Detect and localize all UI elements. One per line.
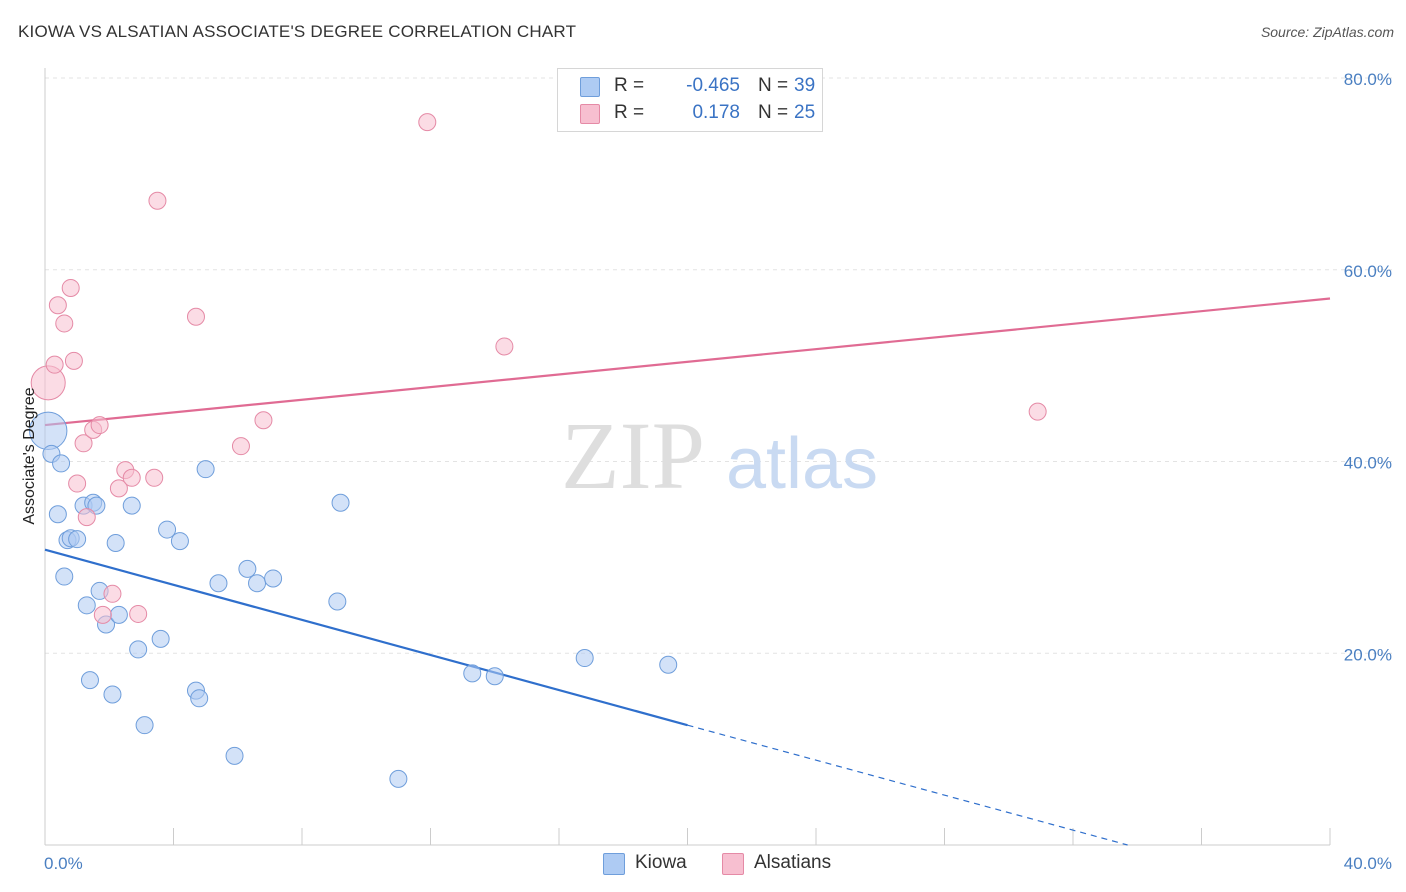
legend-n-value: 39: [794, 75, 816, 96]
legend-r-label: R =: [614, 75, 645, 96]
data-point-kiowa: [389, 769, 408, 788]
bottom-legend-label-kiowa: Kiowa: [635, 852, 687, 873]
y-axis-label: Associate's Degree: [21, 387, 38, 524]
trend-line-alsatians: [44, 297, 1331, 427]
watermark-atlas: atlas: [726, 424, 878, 504]
x-tick-label-min: 0.0%: [44, 854, 83, 873]
data-point-kiowa: [331, 493, 350, 512]
data-point-alsatians: [254, 411, 273, 430]
legend-n-value: 25: [794, 102, 816, 123]
watermark-zip: ZIP: [561, 402, 705, 509]
data-point-kiowa: [659, 655, 678, 674]
legend-r-value: 0.178: [692, 102, 740, 123]
tick-labels: 20.0% 40.0% 60.0% 80.0% 0.0% 40.0%: [44, 70, 1392, 873]
data-points: [29, 113, 1047, 788]
y-tick-label: 80.0%: [1344, 70, 1392, 89]
data-point-alsatians: [64, 351, 83, 370]
data-point-kiowa: [158, 520, 177, 539]
data-point-kiowa: [170, 532, 189, 551]
data-point-alsatians: [48, 296, 67, 315]
bottom-legend-label-alsatians: Alsatians: [754, 852, 832, 873]
bottom-legend-swatch-alsatians: [722, 853, 744, 875]
trend-lines: [44, 297, 1331, 846]
chart-title: KIOWA VS ALSATIAN ASSOCIATE'S DEGREE COR…: [18, 22, 577, 41]
legend-r-label: R =: [614, 102, 645, 123]
data-point-alsatians: [231, 437, 250, 456]
data-point-kiowa: [575, 649, 594, 668]
data-point-alsatians: [109, 479, 128, 498]
data-point-kiowa: [109, 605, 128, 624]
data-point-kiowa: [328, 592, 347, 611]
data-point-kiowa: [52, 454, 71, 473]
y-tick-label: 40.0%: [1344, 454, 1392, 473]
data-point-kiowa: [463, 664, 482, 683]
data-point-alsatians: [418, 113, 437, 132]
x-tick-label-max: 40.0%: [1344, 854, 1392, 873]
data-point-kiowa: [129, 640, 148, 659]
data-point-kiowa: [55, 567, 74, 586]
data-point-alsatians: [93, 605, 112, 624]
data-point-kiowa: [87, 496, 106, 515]
data-point-kiowa: [80, 671, 99, 690]
data-point-kiowa: [135, 716, 154, 735]
data-point-alsatians: [90, 416, 109, 435]
data-point-kiowa: [209, 574, 228, 593]
watermark: ZIP atlas: [561, 402, 878, 509]
data-point-kiowa: [485, 667, 504, 686]
data-point-kiowa: [190, 689, 209, 708]
data-point-alsatians: [103, 584, 122, 603]
data-point-kiowa: [196, 460, 215, 479]
legend-n-label: N =: [758, 102, 789, 123]
data-point-kiowa: [248, 574, 267, 593]
data-point-kiowa: [77, 596, 96, 615]
data-point-kiowa: [225, 746, 244, 765]
data-point-alsatians: [495, 337, 514, 356]
legend: R = -0.465 N = 39 R = 0.178 N = 25: [557, 68, 823, 132]
trend-line-kiowa: [44, 548, 688, 727]
data-point-alsatians: [145, 468, 164, 487]
data-point-alsatians: [122, 468, 141, 487]
bottom-legend-swatch-kiowa: [603, 853, 625, 875]
data-point-kiowa: [68, 530, 87, 549]
legend-swatch-kiowa: [580, 77, 600, 97]
data-point-alsatians: [55, 314, 74, 333]
data-point-alsatians: [186, 307, 205, 326]
data-point-alsatians: [1028, 402, 1047, 421]
legend-n-label: N =: [758, 75, 789, 96]
trend-line-extension-kiowa: [687, 724, 1128, 846]
data-point-kiowa: [151, 629, 170, 648]
data-point-kiowa: [264, 569, 283, 588]
data-point-alsatians: [148, 191, 167, 210]
legend-r-value: -0.465: [686, 75, 740, 96]
data-point-kiowa: [48, 505, 67, 524]
data-point-kiowa: [122, 496, 141, 515]
data-point-alsatians: [68, 474, 87, 493]
y-tick-label: 60.0%: [1344, 262, 1392, 281]
data-point-alsatians: [129, 604, 148, 623]
data-point-kiowa: [106, 533, 125, 552]
data-point-alsatians: [45, 355, 64, 374]
data-point-kiowa: [238, 559, 257, 578]
data-point-kiowa: [103, 685, 122, 704]
legend-swatch-alsatians: [580, 104, 600, 124]
data-point-alsatians: [74, 434, 93, 453]
data-point-alsatians: [77, 508, 96, 527]
data-point-alsatians: [61, 278, 80, 297]
y-tick-label: 20.0%: [1344, 645, 1392, 664]
chart-source: Source: ZipAtlas.com: [1260, 24, 1394, 40]
